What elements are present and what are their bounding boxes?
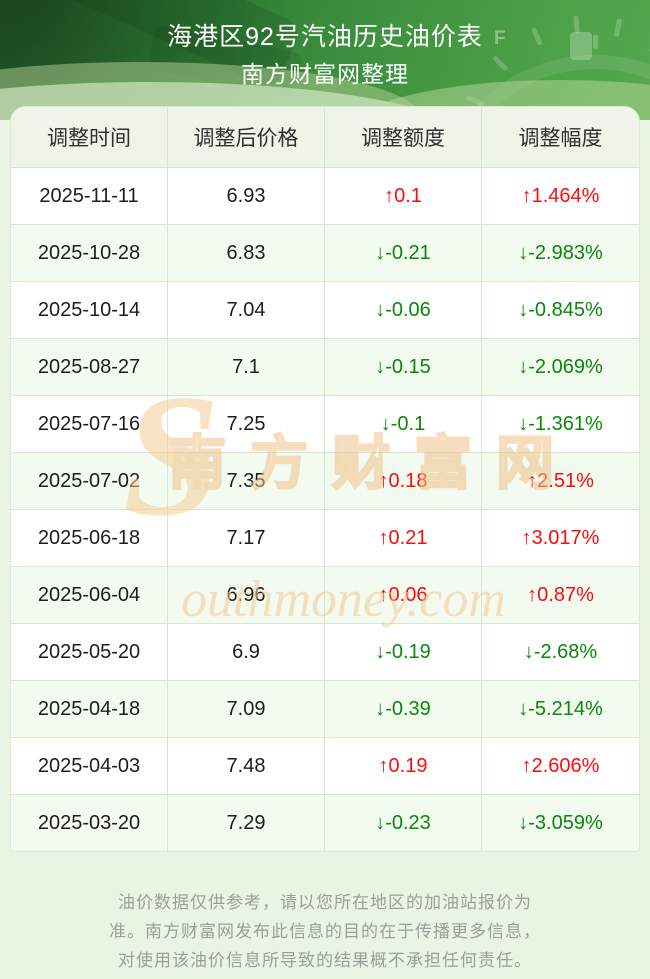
cell-change-amount: ↓-0.21 [325, 225, 482, 281]
cell-price-after: 7.1 [168, 339, 325, 395]
table-row: 2025-07-16 7.25 ↓-0.1 ↓-1.361% [11, 395, 639, 452]
cell-change-amount: ↑0.19 [325, 738, 482, 794]
disclaimer-line: 油价数据仅供参考，请以您所在地区的加油站报价为 [118, 893, 532, 912]
page-subtitle: 南方财富网整理 [241, 61, 409, 87]
table-row: 2025-04-18 7.09 ↓-0.39 ↓-5.214% [11, 680, 639, 737]
cell-adjust-date: 2025-04-18 [11, 681, 168, 737]
cell-adjust-date: 2025-10-28 [11, 225, 168, 281]
cell-price-after: 7.25 [168, 396, 325, 452]
column-header-change: 调整额度 [325, 107, 482, 167]
cell-price-after: 7.17 [168, 510, 325, 566]
table-row: 2025-10-28 6.83 ↓-0.21 ↓-2.983% [11, 224, 639, 281]
cell-adjust-date: 2025-11-11 [11, 168, 168, 224]
cell-adjust-date: 2025-07-02 [11, 453, 168, 509]
column-header-price: 调整后价格 [168, 107, 325, 167]
fuel-pump-icon [570, 32, 598, 60]
price-table-card: 调整时间 调整后价格 调整额度 调整幅度 2025-11-11 6.93 ↑0.… [10, 106, 640, 852]
cell-change-amount: ↓-0.1 [325, 396, 482, 452]
cell-adjust-date: 2025-05-20 [11, 624, 168, 680]
cell-change-percent: ↑0.87% [527, 583, 594, 606]
cell-change-amount: ↓-0.15 [325, 339, 482, 395]
cell-price-after: 7.35 [168, 453, 325, 509]
cell-price-after: 6.83 [168, 225, 325, 281]
table-row: 2025-07-02 7.35 ↑0.18 ↑2.51% [11, 452, 639, 509]
table-row: 2025-10-14 7.04 ↓-0.06 ↓-0.845% [11, 281, 639, 338]
cell-price-after: 6.93 [168, 168, 325, 224]
cell-change-percent: ↑1.464% [521, 184, 600, 207]
cell-change-amount: ↓-0.39 [325, 681, 482, 737]
cell-price-after: 7.09 [168, 681, 325, 737]
table-row: 2025-03-20 7.29 ↓-0.23 ↓-3.059% [11, 794, 639, 851]
cell-price-after: 7.04 [168, 282, 325, 338]
cell-change-amount: ↓-0.23 [325, 795, 482, 851]
cell-change-amount: ↑0.21 [325, 510, 482, 566]
cell-change-percent: ↓-2.68% [523, 640, 598, 663]
column-header-date: 调整时间 [11, 107, 168, 167]
cell-change-percent: ↓-1.361% [518, 412, 603, 435]
cell-change-amount: ↓-0.06 [325, 282, 482, 338]
cell-change-amount: ↓-0.19 [325, 624, 482, 680]
table-row: 2025-06-18 7.17 ↑0.21 ↑3.017% [11, 509, 639, 566]
cell-adjust-date: 2025-06-04 [11, 567, 168, 623]
cell-price-after: 7.29 [168, 795, 325, 851]
cell-price-after: 6.9 [168, 624, 325, 680]
table-body: 2025-11-11 6.93 ↑0.1 ↑1.464% 2025-10-28 … [11, 167, 639, 851]
banner: F 海港区92号汽油历史油价表 南方财富网整理 [0, 0, 650, 120]
page-title: 海港区92号汽油历史油价表 [167, 23, 483, 51]
disclaimer: 油价数据仅供参考，请以您所在地区的加油站报价为 准。南方财富网发布此信息的目的在… [0, 852, 650, 975]
cell-change-percent: ↓-0.845% [518, 298, 603, 321]
cell-adjust-date: 2025-10-14 [11, 282, 168, 338]
cell-change-amount: ↑0.1 [325, 168, 482, 224]
cell-adjust-date: 2025-08-27 [11, 339, 168, 395]
table-header-row: 调整时间 调整后价格 调整额度 调整幅度 [11, 107, 639, 167]
column-header-percent: 调整幅度 [518, 127, 603, 150]
cell-change-percent: ↓-5.214% [518, 697, 603, 720]
table-row: 2025-06-04 6.96 ↑0.06 ↑0.87% [11, 566, 639, 623]
table-row: 2025-08-27 7.1 ↓-0.15 ↓-2.069% [11, 338, 639, 395]
table-row: 2025-04-03 7.48 ↑0.19 ↑2.606% [11, 737, 639, 794]
cell-adjust-date: 2025-03-20 [11, 795, 168, 851]
cell-adjust-date: 2025-07-16 [11, 396, 168, 452]
table-row: 2025-05-20 6.9 ↓-0.19 ↓-2.68% [11, 623, 639, 680]
cell-change-amount: ↑0.06 [325, 567, 482, 623]
cell-change-percent: ↑3.017% [521, 526, 600, 549]
cell-adjust-date: 2025-06-18 [11, 510, 168, 566]
gauge-full-label: F [494, 28, 506, 49]
cell-change-amount: ↑0.18 [325, 453, 482, 509]
cell-change-percent: ↑2.51% [527, 469, 594, 492]
cell-change-percent: ↓-3.059% [518, 811, 603, 834]
cell-change-percent: ↓-2.983% [518, 241, 603, 264]
cell-change-percent: ↑2.606% [521, 754, 600, 777]
cell-price-after: 6.96 [168, 567, 325, 623]
disclaimer-line: 准。南方财富网发布此信息的目的在于传播更多信息， [109, 922, 541, 941]
table-row: 2025-11-11 6.93 ↑0.1 ↑1.464% [11, 167, 639, 224]
cell-change-percent: ↓-2.069% [518, 355, 603, 378]
disclaimer-line: 对使用该油价信息所导致的结果概不承担任何责任。 [118, 951, 532, 970]
cell-adjust-date: 2025-04-03 [11, 738, 168, 794]
cell-price-after: 7.48 [168, 738, 325, 794]
